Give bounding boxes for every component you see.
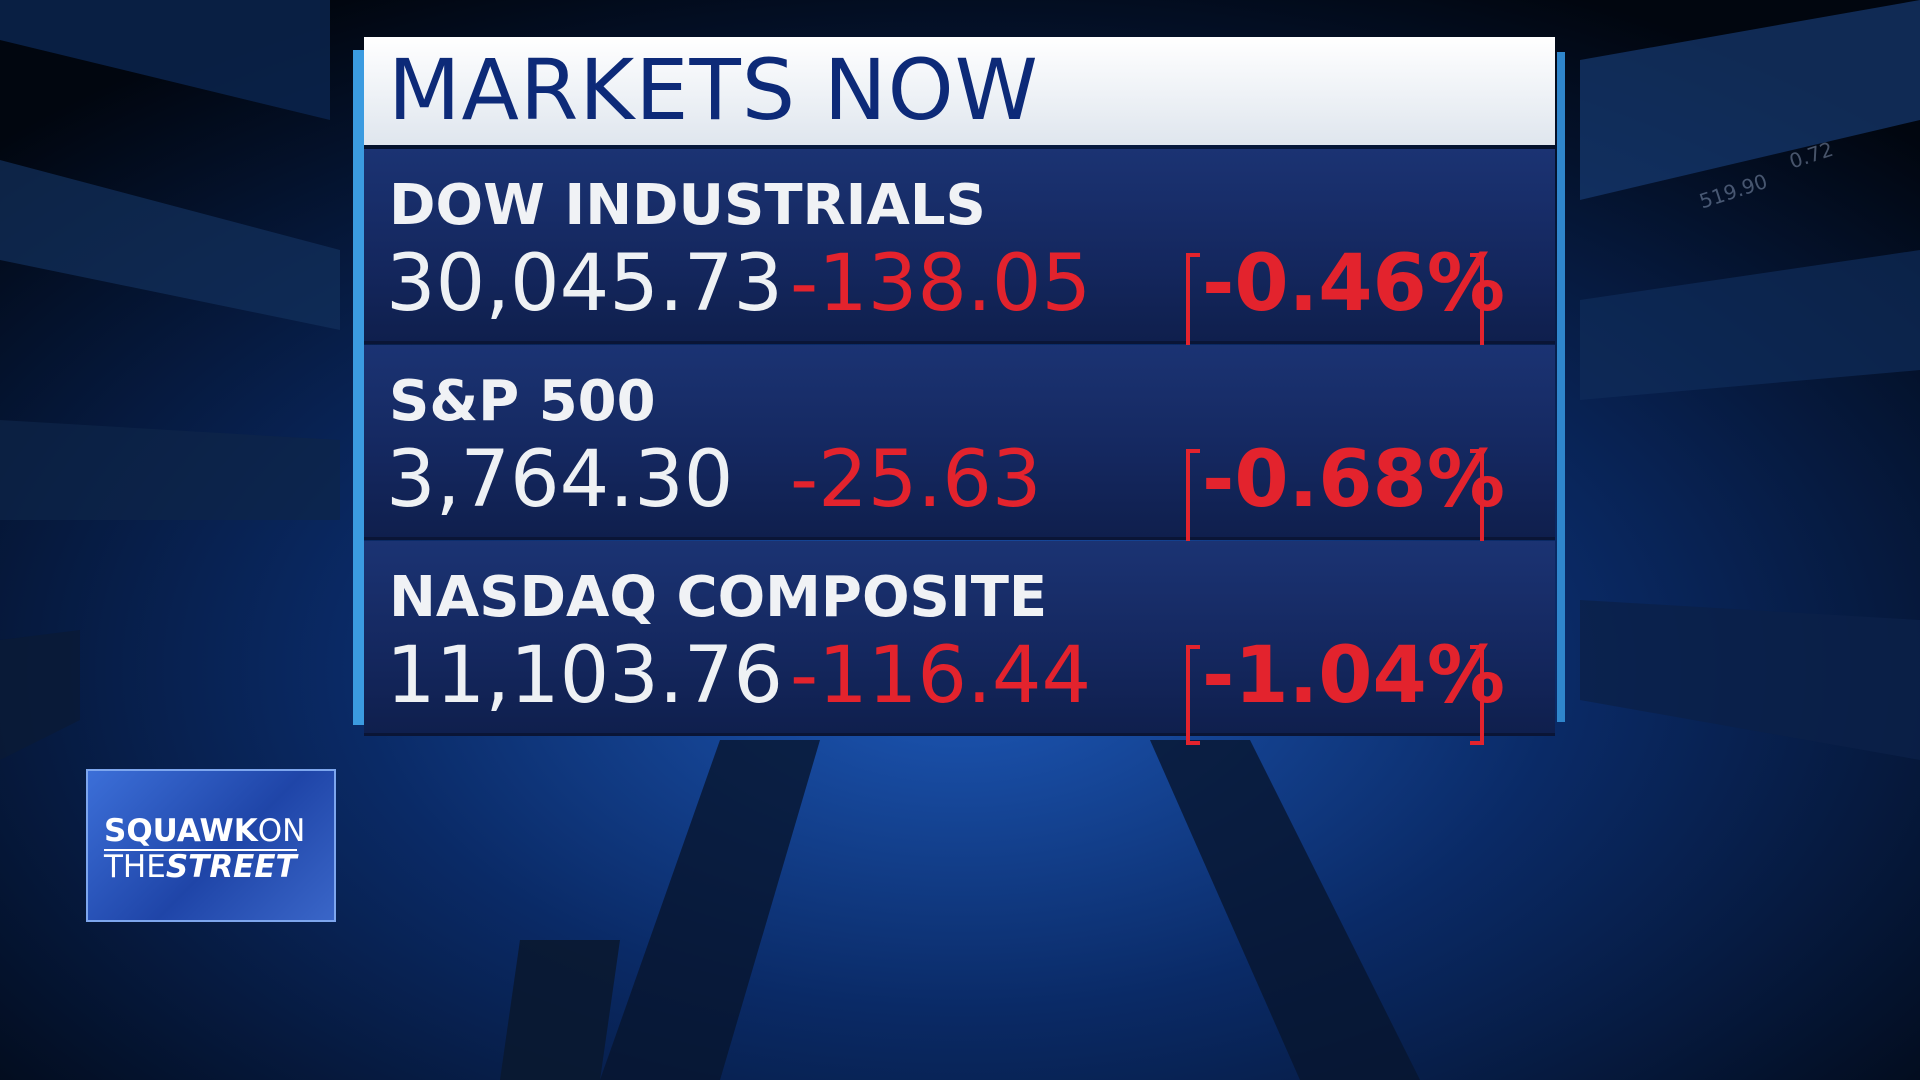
logo-word: THE	[104, 849, 166, 885]
index-change: -138.05	[790, 239, 1092, 329]
logo-word: SQUAWK	[104, 813, 258, 849]
index-value: 30,045.73	[386, 239, 783, 329]
title: MARKETS NOW	[388, 41, 1039, 139]
bracket-left	[1186, 645, 1200, 745]
logo-word: STREET	[165, 849, 297, 885]
row-bg	[364, 541, 1555, 736]
index-change: -116.44	[790, 631, 1092, 721]
bracket-right	[1470, 645, 1484, 745]
index-percent: -0.68%	[1202, 435, 1505, 525]
index-change: -25.63	[790, 435, 1042, 525]
index-value: 11,103.76	[386, 631, 783, 721]
right-stripe	[1557, 52, 1565, 722]
row-bg	[364, 149, 1555, 344]
bracket-left	[1186, 253, 1200, 353]
index-name: NASDAQ COMPOSITE	[389, 565, 1048, 630]
index-name: S&P 500	[389, 369, 656, 434]
logo-word: ON	[257, 813, 306, 849]
logo-line2: THESTREET	[104, 849, 297, 883]
logo-line1: SQUAWKON	[104, 815, 305, 847]
index-percent: -1.04%	[1202, 631, 1505, 721]
logo: SQUAWKON THESTREET	[86, 769, 336, 922]
index-percent: -0.46%	[1202, 239, 1505, 329]
index-value: 3,764.30	[386, 435, 734, 525]
bracket-right	[1470, 253, 1484, 353]
index-name: DOW INDUSTRIALS	[389, 173, 986, 238]
bracket-right	[1470, 449, 1484, 549]
header-bar	[364, 37, 1555, 145]
bracket-left	[1186, 449, 1200, 549]
row-bg	[364, 345, 1555, 540]
left-stripe	[353, 50, 364, 725]
